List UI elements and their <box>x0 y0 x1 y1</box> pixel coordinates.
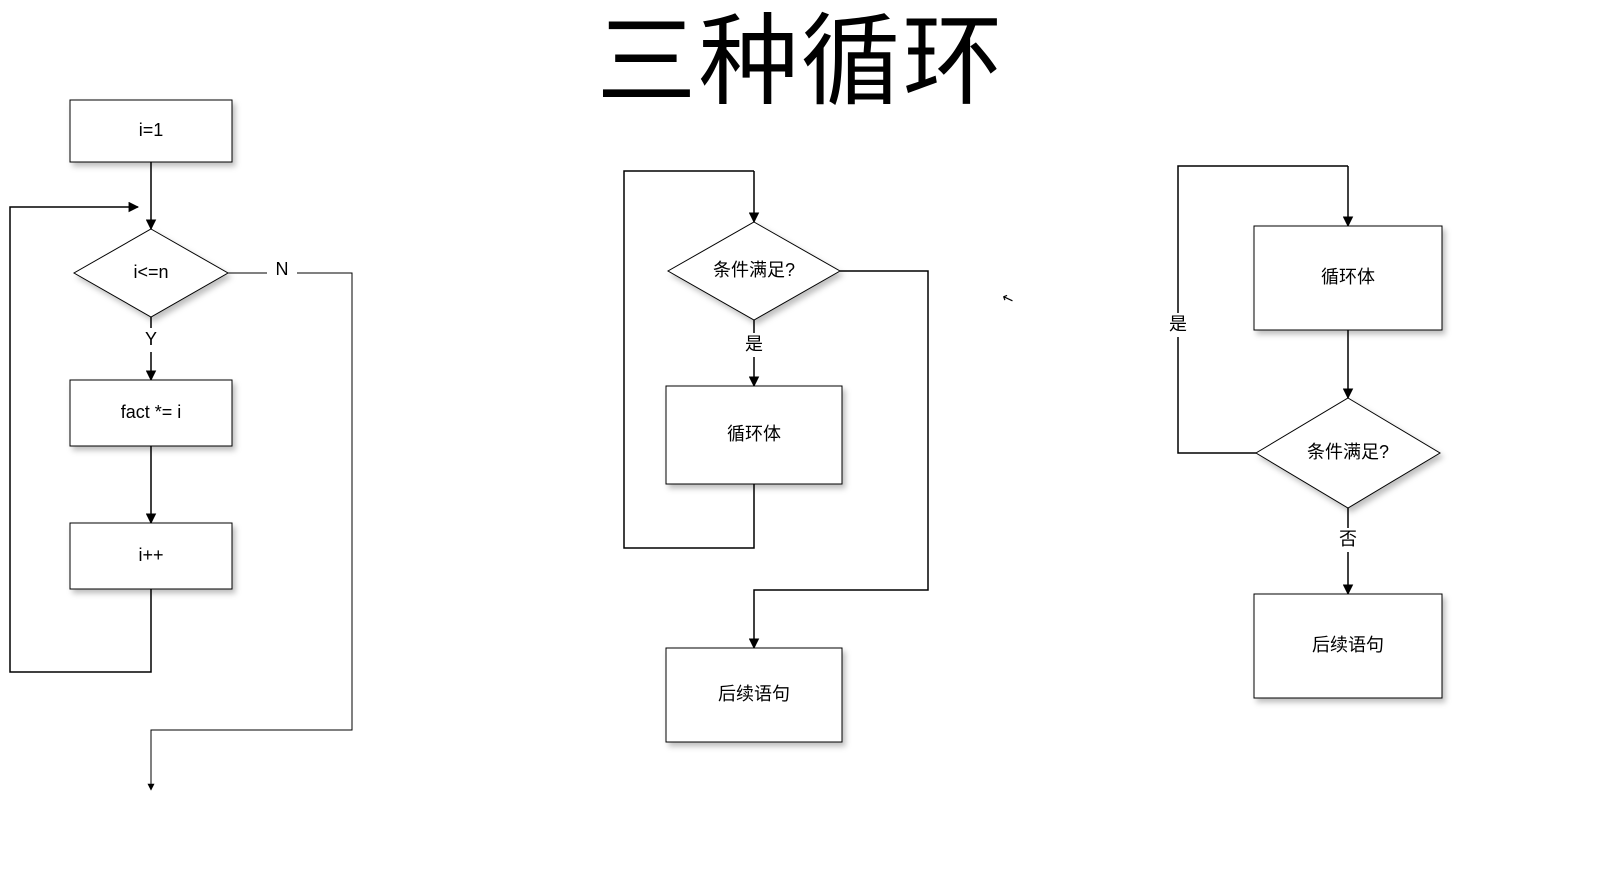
edge-label: 是 <box>745 334 763 354</box>
flowchart-for-loop: Y Ni=1 i<=n fact *= i i++ <box>10 100 352 790</box>
flow-node-label: 后续语句 <box>1312 635 1384 655</box>
edge-label: Y <box>145 329 157 349</box>
flow-node-label: i++ <box>138 545 163 565</box>
flow-node-label: 条件满足? <box>713 260 795 280</box>
flow-node-label: 循环体 <box>1321 267 1375 287</box>
diagram-stage: 三种循环 YNi=1i<=nfact *= ii++是条件满足?循环体后续语句是… <box>0 0 1601 885</box>
flow-edge <box>624 171 754 548</box>
edge-label: N <box>276 259 289 279</box>
flow-node-label: 后续语句 <box>718 684 790 704</box>
flowchart-do-while-loop: 是否 循环体条件满足? 后续语句 <box>1163 166 1442 698</box>
flow-node-label: fact *= i <box>121 402 182 422</box>
flow-node-label: i<=n <box>133 262 168 282</box>
flowchart-while-loop: 是 条件满足? 循环体后续语句 <box>624 171 928 742</box>
flow-node-label: i=1 <box>139 120 164 140</box>
flowcharts-svg: YNi=1i<=nfact *= ii++是条件满足?循环体后续语句是否循环体条… <box>0 0 1601 885</box>
flow-node-label: 循环体 <box>727 424 781 444</box>
flow-node-label: 条件满足? <box>1307 442 1389 462</box>
edge-label: 是 <box>1169 314 1187 334</box>
edge-label: 否 <box>1339 529 1357 549</box>
